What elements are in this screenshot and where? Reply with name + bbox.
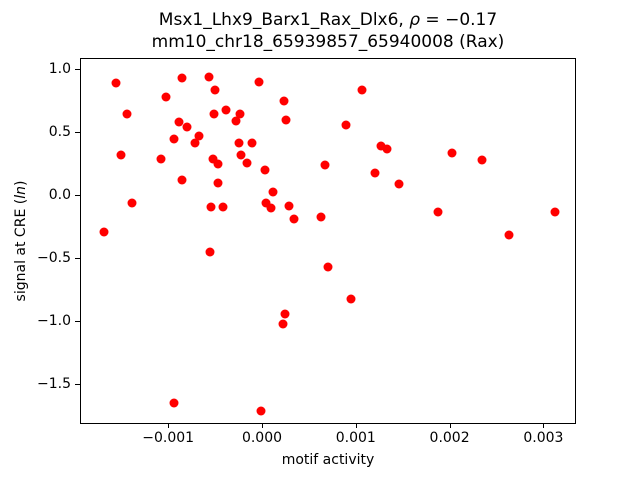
chart-title: Msx1_Lhx9_Barx1_Rax_Dlx6, ρ = −0.17 mm10… — [80, 9, 576, 53]
scatter-point — [256, 406, 266, 416]
scatter-point — [213, 159, 223, 169]
scatter-point — [116, 150, 126, 160]
scatter-point — [447, 148, 457, 158]
y-tick-label: −1.0 — [37, 312, 71, 329]
scatter-point — [209, 109, 219, 119]
plot-area — [80, 58, 576, 424]
scatter-point — [266, 203, 275, 213]
x-tick-label: 0.002 — [429, 430, 470, 446]
scatter-point — [376, 141, 386, 151]
scatter-point — [316, 212, 326, 222]
y-tick — [75, 131, 80, 133]
scatter-point — [357, 85, 367, 95]
scatter-point — [190, 138, 200, 148]
scatter-point — [156, 154, 166, 164]
scatter-point — [221, 105, 231, 115]
scatter-point — [281, 115, 290, 125]
scatter-point — [210, 85, 220, 95]
scatter-point — [161, 92, 171, 102]
x-tick-label: −0.001 — [142, 430, 195, 446]
title-correlation-value: = −0.17 — [420, 10, 498, 30]
y-tick-label: 0.5 — [48, 123, 71, 140]
scatter-point — [208, 154, 218, 164]
rho-symbol: ρ — [409, 10, 421, 30]
scatter-point — [235, 109, 245, 119]
x-tick — [543, 424, 545, 428]
scatter-point — [279, 96, 289, 106]
x-tick — [355, 424, 357, 428]
scatter-point — [213, 178, 223, 188]
scatter-point — [346, 294, 356, 304]
scatter-point — [206, 202, 216, 212]
scatter-point — [205, 247, 215, 257]
y-tick — [75, 257, 80, 259]
x-tick — [262, 424, 263, 428]
scatter-point — [289, 214, 299, 224]
scatter-point — [236, 150, 246, 160]
y-tick-label: −1.5 — [37, 375, 71, 392]
scatter-point — [261, 198, 271, 208]
scatter-point — [194, 131, 204, 141]
chart-title-line2: mm10_chr18_65939857_65940008 (Rax) — [151, 32, 505, 52]
scatter-point — [242, 158, 252, 168]
x-tick — [168, 424, 170, 428]
scatter-point — [268, 187, 278, 197]
scatter-point — [370, 168, 380, 178]
chart-title-line1: Msx1_Lhx9_Barx1_Rax_Dlx6, ρ = −0.17 — [80, 9, 576, 31]
y-tick-label: −0.5 — [37, 249, 71, 266]
scatter-point — [169, 398, 179, 408]
scatter-point — [177, 73, 187, 83]
scatter-point — [122, 109, 132, 119]
scatter-point — [260, 165, 270, 175]
scatter-point — [320, 160, 330, 170]
x-tick-label: 0.001 — [335, 430, 376, 446]
scatter-point — [382, 144, 392, 154]
x-tick — [449, 424, 451, 428]
scatter-point — [169, 134, 179, 144]
scatter-point — [247, 138, 257, 148]
scatter-point — [218, 202, 228, 212]
scatter-point — [284, 201, 294, 211]
scatter-point — [204, 72, 214, 82]
y-tick — [75, 194, 80, 196]
scatter-point — [182, 122, 192, 132]
scatter-point — [254, 77, 264, 87]
y-tick — [75, 68, 80, 70]
scatter-point — [504, 230, 514, 240]
y-tick — [75, 383, 80, 385]
scatter-point — [177, 175, 187, 185]
scatter-point — [278, 319, 288, 329]
scatter-point — [99, 227, 109, 237]
scatter-point — [111, 78, 121, 88]
x-axis-label: motif activity — [281, 452, 375, 468]
title-text: Msx1_Lhx9_Barx1_Rax_Dlx6, — [158, 10, 410, 30]
x-tick-label: 0.003 — [523, 430, 564, 446]
y-tick — [75, 320, 80, 322]
scatter-point — [341, 120, 351, 130]
scatter-point — [433, 207, 443, 217]
scatter-point — [323, 262, 333, 272]
x-tick-label: 0.000 — [241, 430, 283, 446]
scatter-point — [127, 198, 137, 208]
y-axis-label-close: ) — [13, 180, 29, 187]
scatter-point — [234, 138, 244, 148]
y-tick-label: 0.0 — [48, 186, 71, 203]
scatter-point — [231, 116, 241, 126]
y-tick-label: 1.0 — [48, 60, 71, 77]
scatter-point — [477, 155, 487, 165]
scatter-point — [280, 309, 290, 319]
scatter-point — [550, 207, 560, 217]
scatter-point — [394, 179, 404, 189]
scatter-point — [174, 117, 184, 127]
